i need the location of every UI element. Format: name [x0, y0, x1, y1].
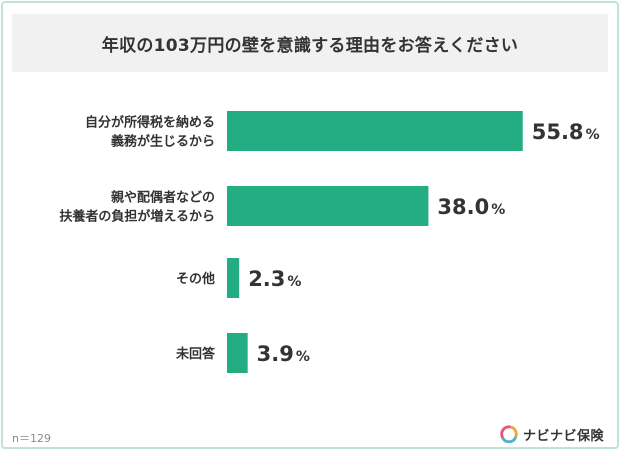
sample-size: n＝129 [12, 432, 51, 445]
category-label-0: 自分が所得税を納める義務が生じるから [85, 115, 215, 150]
brand-logo: ナビナビ保険 [500, 423, 604, 445]
value-label-1: 38.0% [437, 195, 505, 219]
logo-arc-0 [507, 425, 518, 439]
bar-2 [227, 258, 240, 298]
category-label-2: その他 [176, 271, 215, 287]
bar-1 [227, 186, 429, 226]
logo-arc-1 [501, 436, 517, 443]
value-label-2: 2.3% [248, 267, 301, 291]
value-label-3: 3.9% [257, 342, 310, 366]
logo-arc-2 [500, 425, 511, 439]
value-label-0: 55.8% [532, 120, 600, 144]
bar-3 [227, 333, 248, 373]
bar-0 [227, 111, 523, 151]
chart-title: 年収の103万円の壁を意識する理由をお答えください [101, 35, 519, 56]
title-band: 年収の103万円の壁を意識する理由をお答えください [12, 14, 608, 72]
navinavi-logo-icon [500, 425, 518, 443]
brand-name: ナビナビ保険 [523, 428, 605, 444]
category-label-3: 未回答 [175, 346, 216, 362]
category-label-1: 親や配偶者などの扶養者の負担が増えるから [59, 190, 215, 225]
